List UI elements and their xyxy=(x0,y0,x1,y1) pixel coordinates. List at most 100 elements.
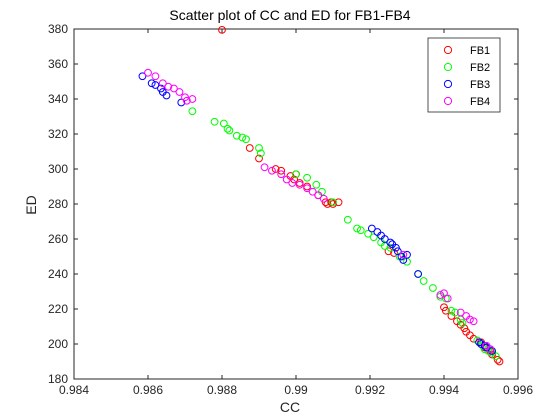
data-point xyxy=(312,180,321,189)
data-point xyxy=(295,180,304,189)
points-layer xyxy=(138,25,504,366)
legend-marker xyxy=(443,45,453,55)
y-tick-label: 380 xyxy=(48,22,68,36)
legend-item-fb4: FB4 xyxy=(443,96,490,108)
legend-item-fb3: FB3 xyxy=(443,79,490,91)
x-tick-label: 0.988 xyxy=(207,383,237,397)
data-point xyxy=(414,270,423,278)
data-point xyxy=(466,315,474,324)
data-point xyxy=(390,249,398,257)
data-point xyxy=(138,72,147,81)
data-point xyxy=(353,224,361,233)
data-point xyxy=(218,25,226,34)
data-point xyxy=(367,224,376,233)
y-tick-label: 360 xyxy=(48,57,68,71)
data-point xyxy=(486,345,495,354)
data-point xyxy=(447,306,456,315)
data-point xyxy=(219,119,228,128)
legend-label: FB3 xyxy=(470,79,490,91)
data-point xyxy=(232,131,241,140)
chart-title: Scatter plot of CC and ED for FB1-FB4 xyxy=(169,7,410,23)
y-tick-label: 300 xyxy=(48,162,68,176)
data-point xyxy=(364,229,373,238)
data-point xyxy=(343,215,352,224)
data-point xyxy=(314,191,323,200)
data-point xyxy=(238,133,247,142)
data-point xyxy=(399,256,408,264)
x-tick-label: 0.992 xyxy=(355,383,385,397)
data-point xyxy=(399,250,408,259)
series-fb4 xyxy=(144,68,495,354)
data-point xyxy=(323,200,332,208)
data-point xyxy=(356,226,365,235)
data-point xyxy=(225,126,234,135)
data-point xyxy=(151,81,160,89)
legend-marker xyxy=(443,62,453,72)
data-point xyxy=(175,88,184,96)
data-point xyxy=(469,317,478,326)
x-tick-label: 0.996 xyxy=(503,383,533,397)
data-point xyxy=(495,357,504,366)
data-point xyxy=(440,289,448,298)
data-point xyxy=(319,194,328,203)
data-point xyxy=(488,347,497,355)
x-axis-label: CC xyxy=(280,399,300,415)
legend: FB1 FB2 FB3 FB4 xyxy=(427,37,501,113)
data-point xyxy=(393,247,402,256)
y-tick-label: 220 xyxy=(48,302,68,316)
y-tick-label: 340 xyxy=(48,92,68,106)
data-point xyxy=(475,338,484,347)
legend-marker xyxy=(443,96,453,106)
data-point xyxy=(223,124,232,133)
data-point xyxy=(242,135,250,144)
data-point xyxy=(260,163,269,172)
data-point xyxy=(386,238,395,247)
data-point xyxy=(162,91,171,100)
data-point xyxy=(268,166,276,175)
data-point xyxy=(170,84,178,93)
data-point xyxy=(282,175,291,184)
data-point xyxy=(158,79,167,88)
data-point xyxy=(277,170,286,179)
data-point xyxy=(380,235,389,243)
data-point xyxy=(151,72,160,81)
data-point xyxy=(491,352,500,361)
data-point xyxy=(308,187,317,196)
data-point xyxy=(147,79,156,88)
data-point xyxy=(456,308,465,317)
data-point xyxy=(419,277,428,285)
data-point xyxy=(255,144,263,152)
y-axis-label: ED xyxy=(23,195,39,214)
y-tick-label: 180 xyxy=(48,372,68,386)
x-tick-label: 0.986 xyxy=(133,383,163,397)
y-tick-label: 260 xyxy=(48,232,68,246)
data-point xyxy=(429,284,437,292)
data-point xyxy=(210,117,219,126)
data-point xyxy=(303,184,312,193)
data-point xyxy=(403,250,411,259)
data-point xyxy=(458,319,467,327)
data-point xyxy=(441,306,450,315)
data-point xyxy=(188,95,197,103)
x-tick-label: 0.994 xyxy=(429,383,459,397)
y-tick-label: 240 xyxy=(48,267,68,281)
data-point xyxy=(469,334,478,343)
data-point xyxy=(188,107,197,116)
legend-item-fb1: FB1 xyxy=(443,45,490,57)
legend-box xyxy=(427,37,501,113)
data-point xyxy=(329,198,337,207)
y-tick-label: 320 xyxy=(48,127,68,141)
data-point xyxy=(443,294,452,303)
data-point xyxy=(177,98,186,107)
legend-label: FB2 xyxy=(470,62,490,74)
data-point xyxy=(245,144,254,152)
data-point xyxy=(277,166,286,175)
legend-label: FB4 xyxy=(470,96,490,108)
data-point xyxy=(451,308,460,317)
data-point xyxy=(288,179,297,187)
legend-marker xyxy=(443,79,453,89)
y-tick-label: 200 xyxy=(48,337,68,351)
legend-item-fb2: FB2 xyxy=(443,62,490,74)
x-tick-label: 0.99 xyxy=(284,383,308,397)
